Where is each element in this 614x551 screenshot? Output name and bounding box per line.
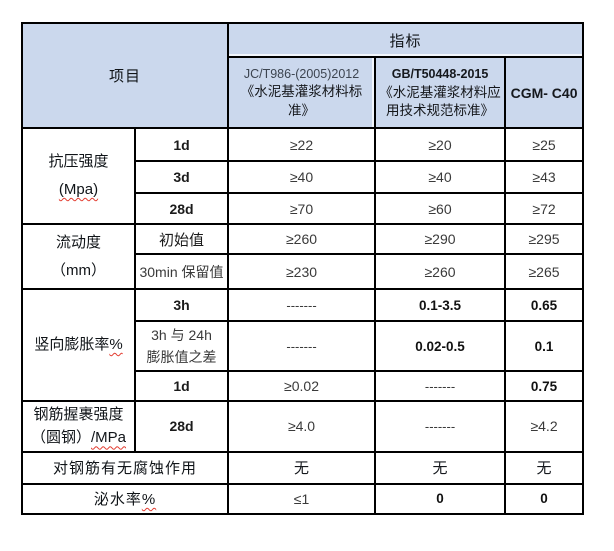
header-row-indicator: 项目 指标 [20,22,585,129]
group-unit-text: % [109,336,123,354]
table-container: 项目 指标 JC/T986-(2005)2012 《水泥基灌浆材料标准》 GB/… [20,22,585,515]
value-cell: ≥22 [227,127,377,162]
value-cell: 无 [504,450,585,485]
standard-code: GB/T50448-2015 [391,66,489,81]
sub-label-line1: 3h 与 24h [151,326,212,343]
value-cell: 0 [374,482,507,515]
value-cell: ------- [374,370,507,402]
standard-name: 《水泥基灌浆材料应用技术规范标准》 [379,84,501,118]
value-cell: ≥265 [504,253,585,290]
table-row: 竖向膨胀率% 3h ------- 0.1-3.5 0.65 [21,288,585,402]
value-cell: ≥60 [374,192,507,225]
value-cell: 0.1-3.5 [374,288,507,322]
sub-label-cell: 28d [133,192,230,225]
value-cell: 无 [227,450,377,485]
value-cell: 0.1 [504,320,585,372]
standard-code: JC/T986-(2005)2012 [243,67,360,82]
value-cell: 无 [374,450,507,485]
standard-header-gbt50448: GB/T50448-2015 《水泥基灌浆材料应用技术规范标准》 [374,56,507,129]
sub-label-cell: 3h 与 24h 膨胀值之差 [133,320,230,372]
value-cell: ------- [227,320,377,372]
value-cell: ≥43 [504,160,585,194]
sub-label-cell: 初始值 [133,223,230,255]
group-label-text: 钢筋握裹强度 [33,406,124,423]
group-unit-text: （mm） [51,261,106,279]
table-row: 钢筋握裹强度 （圆钢）/MPa 28d ≥4.0 ------- ≥4.2 [21,400,585,453]
standard-header-jct986: JC/T986-(2005)2012 《水泥基灌浆材料标准》 [227,56,377,129]
project-header-cell: 项目 [20,22,230,129]
sub-label-cell: 28d [133,400,230,453]
group-label-line2: （圆钢）/MPa [26,426,131,449]
value-cell: ≥4.0 [227,400,377,453]
table-row: 泌水率% ≤1 0 0 [20,482,585,515]
value-cell: ≥40 [227,160,377,194]
group-label-fluidity: 流动度 （mm） [21,223,136,290]
value-cell: 0 [504,482,585,515]
table-row: 1d ≥0.02 ------- 0.75 [22,370,585,402]
value-cell: ≥290 [374,223,507,255]
group-unit-text: /MPa [91,429,127,447]
sub-label-line2: 膨胀值之差 [146,349,217,365]
group-label-rebar-bond-strength: 钢筋握裹强度 （圆钢）/MPa [21,400,136,453]
value-cell: ≥70 [227,192,377,225]
sub-label-cell: 3h [133,288,230,322]
table-row: 对钢筋有无腐蚀作用 无 无 无 [20,450,585,485]
label-bleeding-rate: 泌水率% [20,482,230,515]
value-cell: ≥0.02 [227,370,377,402]
value-cell: ------- [374,400,507,453]
indicator-header-cell: 指标 [227,22,585,58]
table-row: 28d ≥70 ≥60 ≥72 [22,192,585,225]
table-row: 3h 与 24h 膨胀值之差 ------- 0.02-0.5 0.1 [22,320,585,372]
table-row: 3d ≥40 ≥40 ≥43 [22,160,585,194]
group-label-compressive-strength: 抗压强度 (Mpa) [21,127,136,225]
sub-label-cell: 1d [133,370,230,402]
value-cell: 0.02-0.5 [374,320,507,372]
value-cell: ≥4.2 [504,400,585,453]
value-cell: ≥40 [374,160,507,194]
product-header-cgm-c40: CGM- C40 [504,56,585,129]
group-label-text: 流动度 [55,233,101,251]
label-unit-text: % [141,491,157,508]
group-label-text: 抗压强度 [48,153,109,171]
value-cell: ≥230 [227,253,377,290]
value-cell: ------- [227,288,377,322]
standard-name: 《水泥基灌浆材料标准》 [240,84,363,118]
value-cell: ≥260 [227,223,377,255]
value-cell: ≥25 [504,127,585,162]
value-cell: ≥260 [374,253,507,290]
sub-label-cell: 3d [133,160,230,194]
table-row: 流动度 （mm） 初始值 ≥260 ≥290 ≥295 [21,223,585,290]
sub-label-cell: 30min 保留值 [133,253,230,290]
sub-label-cell: 1d [133,127,230,162]
grout-material-comparison-table: 项目 指标 JC/T986-(2005)2012 《水泥基灌浆材料标准》 GB/… [20,22,585,515]
group-label-vertical-expansion: 竖向膨胀率% [21,288,136,402]
value-cell: 0.65 [504,288,585,322]
value-cell: ≥20 [374,127,507,162]
value-cell: 0.75 [504,370,585,402]
value-cell: ≥72 [504,192,585,225]
table-row: 30min 保留值 ≥230 ≥260 ≥265 [22,253,585,290]
value-cell: ≤1 [227,482,377,515]
label-text: 泌水率 [93,491,142,508]
group-label-text: 竖向膨胀率 [34,336,110,354]
value-cell: ≥295 [504,223,585,255]
header-row-standards: JC/T986-(2005)2012 《水泥基灌浆材料标准》 GB/T50448… [22,56,585,129]
group-unit-text: (Mpa) [58,181,99,198]
label-corrosion-effect: 对钢筋有无腐蚀作用 [20,450,230,485]
table-row: 抗压强度 (Mpa) 1d ≥22 ≥20 ≥25 [21,127,585,225]
group-label-text2: （圆钢） [30,429,91,447]
